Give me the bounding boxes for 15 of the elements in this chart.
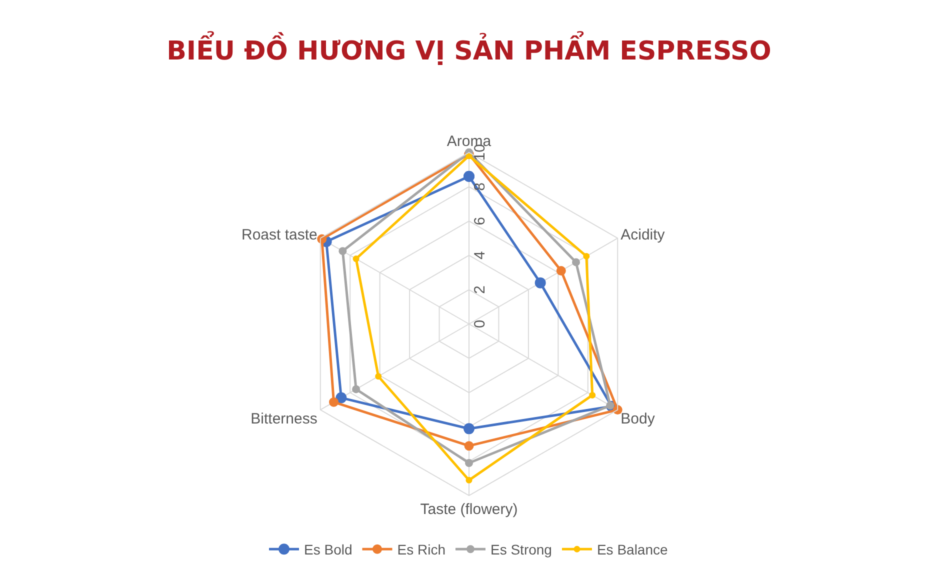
spoke-label: Roast taste — [241, 226, 318, 244]
spoke-label: Body — [620, 410, 656, 428]
legend-label: Es Strong — [490, 542, 552, 558]
spoke-label: Bitterness — [250, 410, 318, 428]
legend-label: Es Bold — [304, 542, 352, 558]
y-tick-label: 2 — [472, 286, 488, 294]
spoke-label: Acidity — [620, 226, 666, 244]
chart-title: BIỂU ĐỒ HƯƠNG VỊ SẢN PHẨM ESPRESSO — [166, 30, 772, 66]
spoke-label: Taste (flowery) — [420, 501, 518, 518]
y-tick-label: 8 — [472, 182, 488, 191]
y-tick-label: 4 — [472, 251, 488, 260]
legend-label: Es Rich — [397, 542, 446, 558]
legend-label: Es Balance — [596, 542, 668, 558]
y-tick-label: 0 — [472, 320, 488, 328]
y-tick-label: 6 — [472, 216, 488, 226]
